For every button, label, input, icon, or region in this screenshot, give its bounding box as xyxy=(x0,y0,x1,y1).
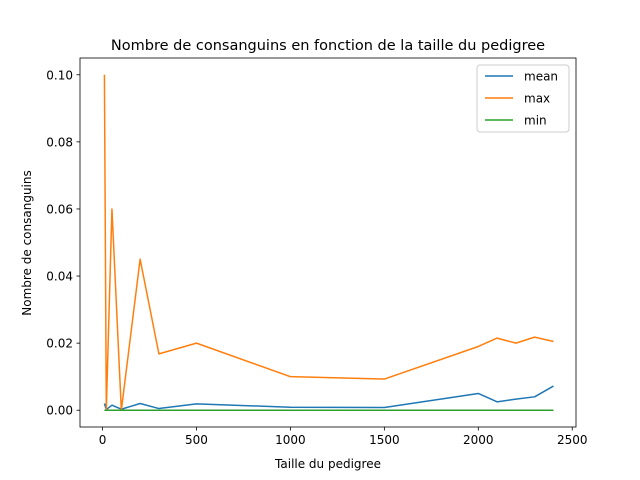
x-tick-label: 2000 xyxy=(463,433,494,447)
x-axis-label: Taille du pedigree xyxy=(274,457,381,471)
plot-area xyxy=(103,74,554,411)
chart-title: Nombre de consanguins en fonction de la … xyxy=(111,38,545,54)
legend-box xyxy=(476,64,570,133)
legend-label-max: max xyxy=(524,92,550,106)
series-line-mean xyxy=(103,385,554,411)
legend: mean max min xyxy=(476,64,570,133)
legend-label-min: min xyxy=(524,114,547,128)
y-tick-label: 0.02 xyxy=(46,337,73,351)
y-tick-label: 0.04 xyxy=(46,270,73,284)
x-tick-label: 1000 xyxy=(275,433,306,447)
y-tick-label: 0.06 xyxy=(46,202,73,216)
y-axis-label: Nombre de consanguins xyxy=(20,170,34,315)
legend-label-mean: mean xyxy=(524,70,558,84)
plot-frame xyxy=(79,57,577,428)
y-tick-label: 0.08 xyxy=(46,135,73,149)
y-tick-label: 0.10 xyxy=(46,68,73,82)
y-tick-label: 0.00 xyxy=(46,404,73,418)
x-tick-label: 2500 xyxy=(557,433,588,447)
series-line-max xyxy=(103,74,554,411)
x-tick-label: 500 xyxy=(185,433,208,447)
axes: 0 500 1000 1500 2000 2500 0.00 0.02 0.04 0.06 0.08… xyxy=(46,57,588,447)
x-tick-label: 0 xyxy=(99,433,107,447)
x-tick-label: 1500 xyxy=(369,433,400,447)
